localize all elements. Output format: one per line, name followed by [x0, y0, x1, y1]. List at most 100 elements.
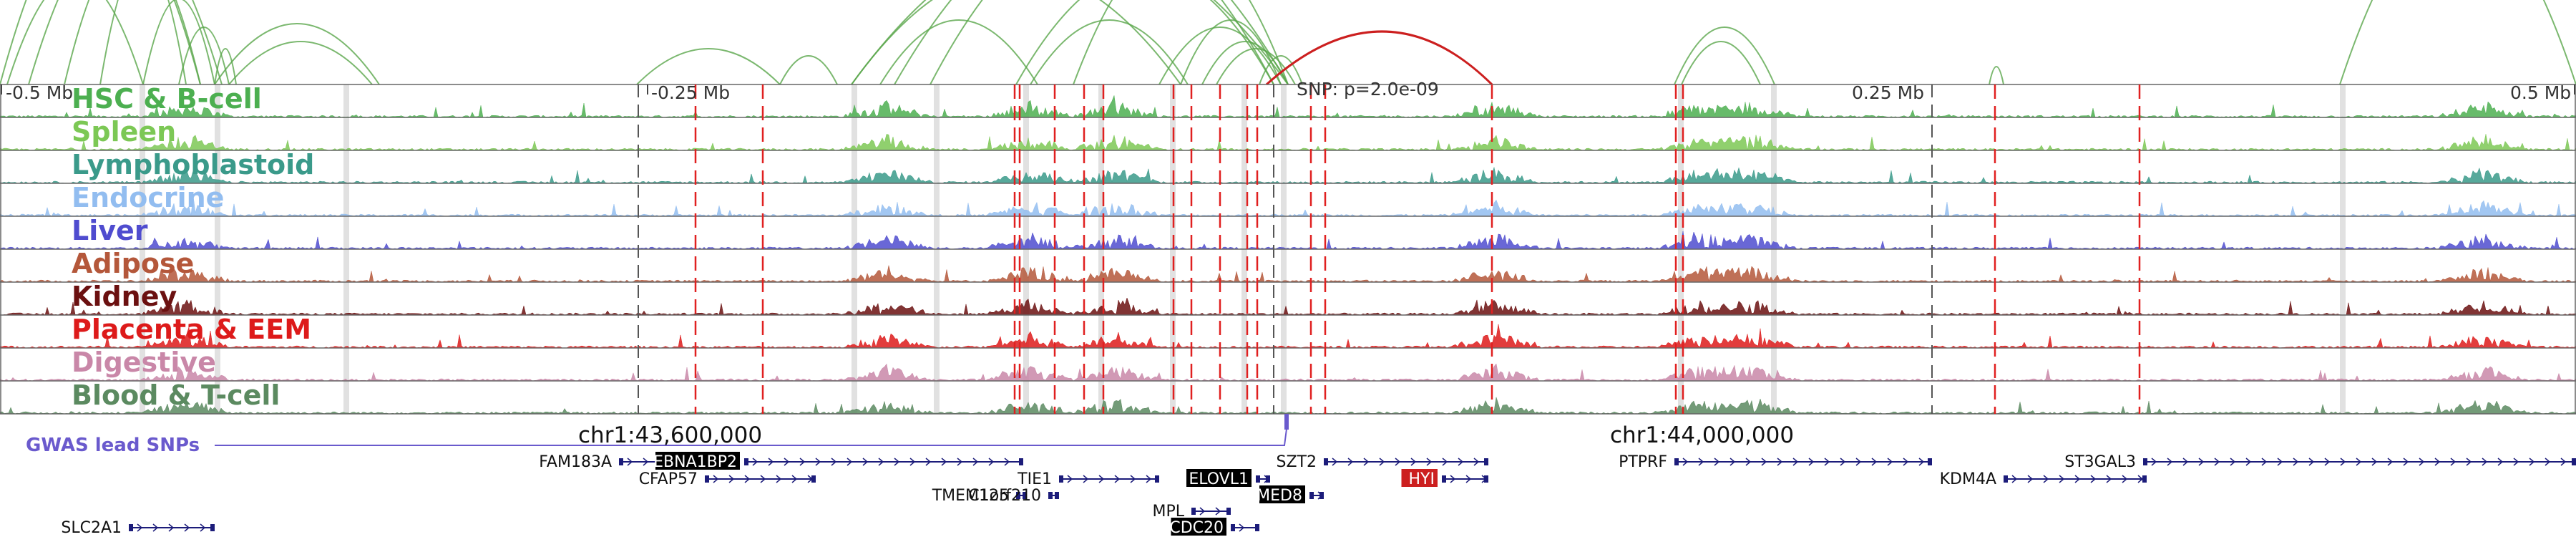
strand-arrow	[894, 458, 900, 466]
track-label: Liver	[72, 215, 148, 246]
gene-exon	[129, 524, 133, 531]
track-label: Digestive	[72, 347, 216, 378]
strand-arrow	[2419, 458, 2425, 466]
gene-exon	[1256, 475, 1260, 483]
coord-left: -0.5 Mb	[6, 82, 73, 103]
strand-arrow	[2230, 458, 2236, 466]
loop-arc	[779, 55, 838, 85]
gene-label: SLC2A1	[61, 519, 122, 537]
gene-label: HYI	[1409, 470, 1435, 488]
gene-highlight-box	[1171, 518, 1226, 536]
strand-arrow	[847, 458, 853, 466]
gene-exon	[619, 458, 623, 465]
loop-arc	[6, 0, 144, 85]
gene: MED8	[1257, 485, 1324, 505]
gene-label: KDM4A	[1940, 470, 1996, 488]
strand-arrow	[1395, 458, 1401, 466]
strand-arrow	[1808, 458, 1815, 466]
gene-label: TMEM125	[932, 487, 1009, 505]
strand-arrow	[1792, 458, 1799, 466]
strand-arrow	[791, 475, 798, 483]
loop-arc	[1030, 19, 1189, 85]
coord-snp: SNP: p=2.0e-09	[1297, 79, 1439, 100]
strand-arrow	[2122, 475, 2128, 483]
loop-arc	[28, 0, 223, 85]
chromosome-positions: chr1:43,600,000 chr1:44,000,000	[578, 422, 1794, 448]
strand-arrow	[1215, 507, 1221, 516]
strand-arrow	[2529, 458, 2535, 466]
strand-arrow	[744, 475, 751, 483]
gwas-track: GWAS lead SNPs	[26, 414, 1289, 456]
strand-arrow	[1130, 475, 1136, 483]
strand-arrow	[1442, 458, 1448, 466]
strand-arrow	[2434, 458, 2441, 466]
strand-arrow	[1918, 458, 1925, 466]
strand-arrow	[1761, 458, 1767, 466]
track-row	[0, 84, 2576, 118]
gene-exon	[1319, 492, 1324, 499]
gene-exon	[1928, 458, 1932, 465]
strand-arrow	[1777, 458, 1783, 466]
gene-label: CDC20	[1169, 519, 1224, 537]
gene-exon	[1266, 475, 1270, 483]
loop-arc	[636, 48, 781, 85]
strand-arrow	[1714, 458, 1720, 466]
loop-arc	[1015, 0, 1274, 85]
loop-arc-highlight	[1265, 30, 1493, 86]
gene: SLC2A1	[61, 519, 215, 537]
strand-arrow	[137, 523, 143, 532]
track-labels: HSC & B-cellSpleenLymphoblastoidEndocrin…	[72, 83, 314, 411]
strand-arrow	[2059, 475, 2065, 483]
loop-arc	[1989, 66, 2004, 85]
strand-arrow	[2261, 458, 2268, 466]
strand-arrow	[2277, 458, 2283, 466]
strand-arrow	[2371, 458, 2378, 466]
strand-arrow	[768, 458, 774, 466]
strand-arrow	[941, 458, 947, 466]
track-row	[0, 117, 2576, 151]
strand-arrow	[1083, 475, 1089, 483]
strand-arrow	[878, 458, 884, 466]
track-row	[0, 314, 2576, 349]
strand-arrow	[1363, 458, 1370, 466]
track-signal	[0, 231, 2576, 250]
track-label: HSC & B-cell	[72, 83, 262, 115]
strand-arrow	[1239, 523, 1245, 532]
gene-exon	[2004, 475, 2008, 483]
gene-exon	[2572, 458, 2576, 465]
gene-exon	[2143, 458, 2147, 465]
strand-arrow	[1410, 458, 1417, 466]
strand-arrow	[1729, 458, 1736, 466]
strand-arrow	[784, 458, 790, 466]
strand-arrow	[1903, 458, 1909, 466]
strand-arrow	[925, 458, 932, 466]
gene: PTPRF	[1619, 453, 1932, 471]
strand-arrow	[2011, 475, 2018, 483]
gene-exon	[1016, 492, 1020, 499]
strand-arrow	[988, 458, 995, 466]
track-signal	[0, 195, 2576, 217]
track-row	[0, 183, 2576, 217]
gene: ST3GAL3	[2064, 453, 2576, 471]
track-label: Kidney	[72, 281, 177, 312]
strand-arrow	[1887, 458, 1893, 466]
strand-arrow	[2293, 458, 2299, 466]
track-signal	[0, 297, 2576, 316]
strand-arrow	[1465, 475, 1472, 483]
strand-arrow	[2106, 475, 2112, 483]
gene-exon	[1019, 458, 1023, 465]
strand-arrow	[2182, 458, 2189, 466]
gene: ELOVL1	[1186, 469, 1270, 488]
gene-exon	[1055, 492, 1059, 499]
strand-arrow	[184, 523, 190, 532]
gene-label: C1orf210	[968, 487, 1041, 505]
gene-label: ST3GAL3	[2064, 453, 2136, 471]
gwas-label: GWAS lead SNPs	[26, 435, 200, 456]
track-row	[0, 216, 2576, 250]
loop-arc	[228, 41, 373, 85]
chr-position-left: chr1:43,600,000	[578, 422, 762, 448]
strand-arrow	[713, 475, 719, 483]
strand-arrow	[1098, 475, 1105, 483]
track-row	[0, 248, 2576, 283]
